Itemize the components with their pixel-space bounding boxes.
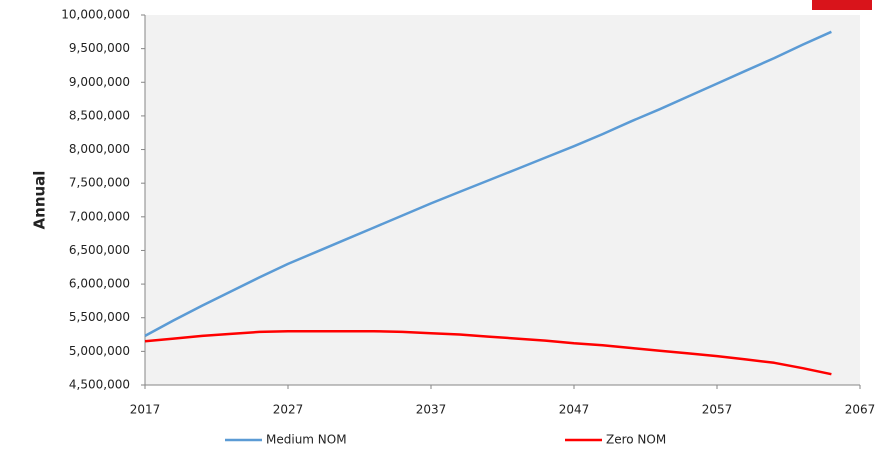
y-tick-label: 5,500,000 (69, 310, 130, 324)
x-tick-label: 2057 (702, 403, 733, 417)
logo-fragment (812, 0, 872, 10)
y-axis-label: Annual (31, 171, 49, 230)
y-tick-label: 7,000,000 (69, 209, 130, 223)
y-tick-label: 8,500,000 (69, 108, 130, 122)
x-tick-label: 2047 (559, 403, 590, 417)
x-tick-label: 2067 (845, 403, 876, 417)
y-tick-label: 10,000,000 (61, 8, 130, 22)
x-tick-label: 2037 (416, 403, 447, 417)
legend-label: Medium NOM (266, 433, 347, 447)
plot-area (145, 15, 860, 385)
y-tick-label: 9,500,000 (69, 41, 130, 55)
y-tick-label: 5,000,000 (69, 344, 130, 358)
legend-label: Zero NOM (606, 433, 666, 447)
series-line (144, 329, 832, 376)
y-tick-label: 9,000,000 (69, 75, 130, 89)
y-tick-label: 7,500,000 (69, 176, 130, 190)
y-tick-label: 6,500,000 (69, 243, 130, 257)
y-tick-label: 4,500,000 (69, 378, 130, 392)
x-tick-label: 2027 (273, 403, 304, 417)
y-tick-label: 6,000,000 (69, 277, 130, 291)
series-line (144, 30, 832, 337)
y-tick-label: 8,000,000 (69, 142, 130, 156)
x-tick-label: 2017 (130, 403, 161, 417)
